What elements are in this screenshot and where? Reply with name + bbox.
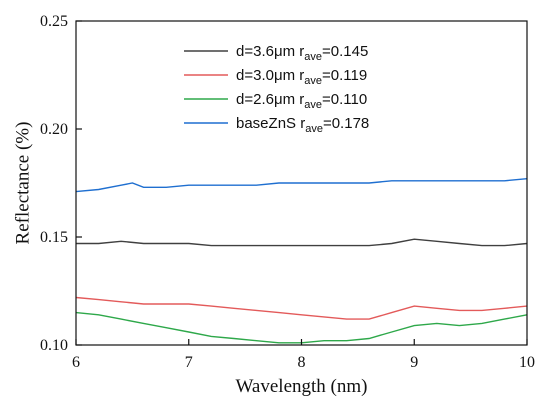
legend-entry-1: d=3.6μm rave=0.145 (236, 43, 368, 63)
legend-label: d=2.6μm r (236, 91, 304, 108)
series-line-1 (76, 238, 528, 247)
legend-label: d=3.6μm r (236, 43, 304, 60)
legend-subscript: ave (304, 75, 322, 87)
y-tick-label: 0.15 (40, 229, 68, 246)
x-tick-label: 10 (519, 354, 535, 371)
x-tick-label: 9 (410, 354, 418, 371)
legend-entry-2: d=3.0μm rave=0.119 (236, 67, 367, 87)
series-line-4 (75, 178, 528, 193)
y-tick-label: 0.25 (40, 13, 68, 30)
legend-label: d=3.0μm r (236, 67, 304, 84)
x-tick-label: 7 (185, 354, 193, 371)
y-tick-label: 0.10 (40, 337, 68, 354)
y-tick-label: 0.20 (40, 121, 68, 138)
legend-entry-4: baseZnS rave=0.178 (236, 115, 369, 135)
legend-entry-3: d=2.6μm rave=0.110 (236, 91, 367, 111)
series-line-3 (75, 311, 528, 344)
legend-subscript: ave (304, 99, 322, 111)
legend-value: =0.145 (322, 43, 368, 60)
series-lines (75, 178, 528, 344)
axis-ticks: 6 7 8 9 10 0.10 0.15 0.20 0.25 (40, 13, 535, 371)
legend-subscript: ave (304, 51, 322, 63)
x-axis-title: Wavelength (nm) (236, 376, 368, 397)
legend-value: =0.110 (322, 91, 367, 108)
x-tick-label: 8 (298, 354, 306, 371)
legend-subscript: ave (305, 123, 323, 135)
legend-value: =0.178 (323, 115, 369, 132)
y-axis-title: Reflectance (%) (12, 122, 33, 245)
legend-label: baseZnS r (236, 115, 305, 132)
series-line-2 (75, 296, 528, 320)
legend-value: =0.119 (322, 67, 367, 84)
x-tick-label: 6 (72, 354, 80, 371)
